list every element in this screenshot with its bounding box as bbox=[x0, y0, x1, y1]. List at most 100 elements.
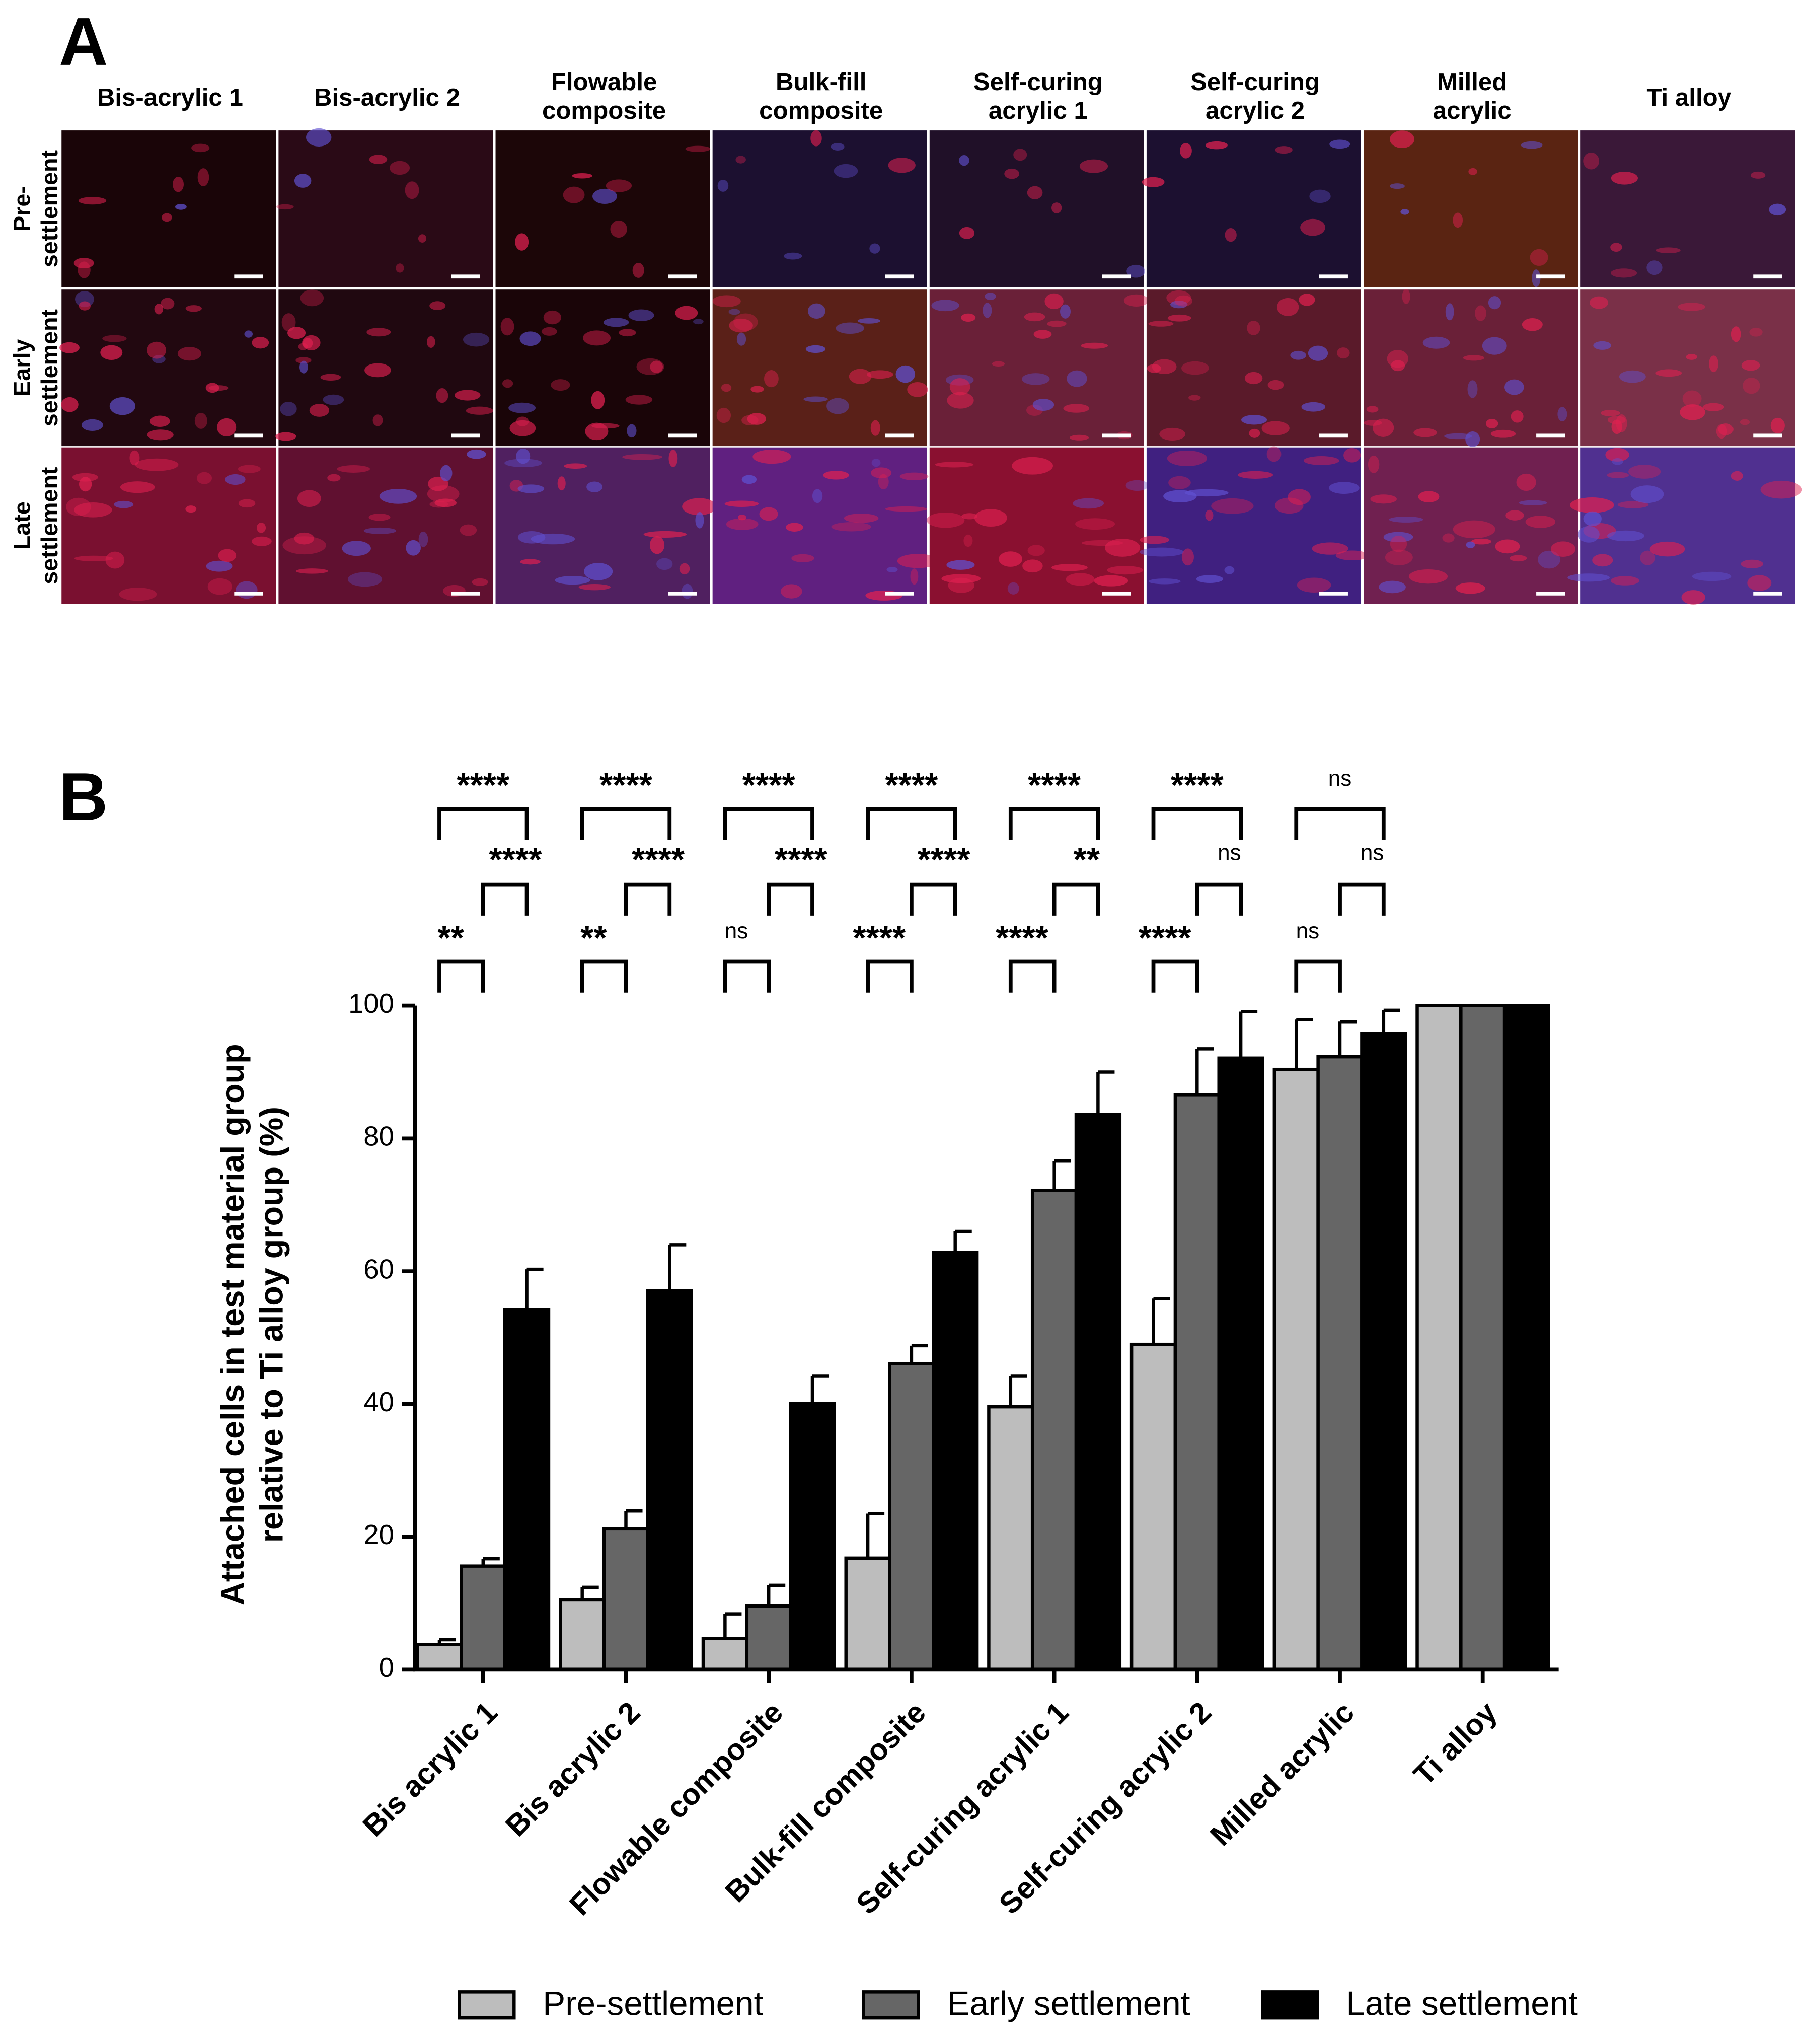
cell bbox=[1617, 501, 1649, 508]
cell bbox=[177, 347, 201, 361]
cell bbox=[1238, 471, 1273, 479]
cell bbox=[741, 475, 757, 484]
cell bbox=[812, 489, 823, 503]
significance-bracket bbox=[1294, 807, 1386, 840]
cell bbox=[79, 477, 92, 492]
cell bbox=[1249, 428, 1260, 438]
cell bbox=[238, 499, 256, 508]
cell bbox=[1505, 510, 1524, 521]
cell bbox=[1299, 294, 1315, 306]
cell bbox=[1032, 399, 1054, 411]
column-header: Bis-acrylic 2 bbox=[314, 84, 460, 111]
cell bbox=[752, 450, 791, 464]
cell bbox=[309, 404, 330, 417]
cell bbox=[154, 304, 164, 315]
row-label: Early bbox=[9, 339, 35, 397]
cell bbox=[1276, 298, 1299, 316]
cell bbox=[434, 498, 457, 507]
cell bbox=[472, 578, 488, 586]
cell bbox=[643, 531, 687, 538]
cell bbox=[218, 549, 237, 562]
cell bbox=[1308, 345, 1328, 361]
cell bbox=[1366, 406, 1379, 413]
micrograph bbox=[712, 130, 927, 287]
cell bbox=[342, 541, 371, 556]
column-header: acrylic 1 bbox=[989, 97, 1088, 124]
significance-bracket bbox=[624, 882, 672, 916]
significance-label: **** bbox=[599, 767, 653, 805]
cell bbox=[1769, 203, 1786, 216]
cell bbox=[1567, 573, 1610, 582]
cell bbox=[206, 560, 233, 572]
cell bbox=[149, 415, 170, 427]
cell bbox=[1578, 526, 1600, 543]
cell bbox=[460, 524, 477, 536]
cell bbox=[299, 360, 308, 374]
cell bbox=[764, 370, 779, 388]
cell bbox=[885, 506, 928, 512]
cell bbox=[429, 500, 448, 508]
cell bbox=[563, 186, 585, 203]
cell bbox=[205, 383, 219, 393]
significance-label: **** bbox=[996, 919, 1049, 957]
significance-bracket bbox=[580, 807, 672, 840]
cell bbox=[1445, 303, 1454, 321]
cell bbox=[1274, 497, 1304, 514]
cell bbox=[783, 252, 802, 260]
cell bbox=[173, 177, 184, 192]
bar bbox=[1316, 1055, 1364, 1671]
bar bbox=[844, 1556, 891, 1671]
cell bbox=[1583, 511, 1602, 527]
error-bar bbox=[1382, 1008, 1400, 1034]
cell bbox=[1140, 547, 1184, 557]
cell bbox=[810, 130, 822, 147]
cell bbox=[363, 527, 397, 534]
bar bbox=[987, 1405, 1034, 1671]
micrograph bbox=[61, 130, 276, 287]
micrograph bbox=[61, 447, 276, 604]
significance-label: **** bbox=[885, 767, 938, 805]
cell bbox=[1557, 407, 1567, 422]
cell bbox=[786, 523, 803, 532]
cell bbox=[1073, 498, 1104, 509]
cell bbox=[869, 243, 880, 254]
cell bbox=[1181, 548, 1194, 566]
row-label: Late bbox=[9, 501, 35, 550]
cell bbox=[791, 554, 814, 562]
column-header: composite bbox=[542, 97, 666, 124]
bar bbox=[460, 1564, 507, 1671]
cell bbox=[1188, 395, 1201, 401]
cell bbox=[1521, 141, 1543, 149]
bar bbox=[1129, 1342, 1177, 1671]
bar bbox=[932, 1251, 979, 1671]
cell bbox=[1104, 538, 1141, 557]
cell bbox=[1611, 576, 1639, 586]
column-header: Ti alloy bbox=[1646, 84, 1731, 111]
cell bbox=[836, 322, 864, 334]
cell bbox=[162, 213, 172, 222]
cell bbox=[1301, 402, 1326, 412]
cell bbox=[379, 488, 417, 504]
bar bbox=[1173, 1093, 1221, 1671]
cell bbox=[197, 168, 209, 187]
column-header: acrylic 2 bbox=[1206, 97, 1305, 124]
cell bbox=[1012, 457, 1053, 475]
significance-bracket bbox=[866, 959, 914, 993]
cell bbox=[1022, 373, 1050, 385]
cell bbox=[1402, 289, 1410, 304]
cell bbox=[467, 449, 486, 459]
cell bbox=[747, 413, 766, 425]
cell bbox=[857, 318, 880, 324]
bar bbox=[559, 1598, 606, 1671]
cell bbox=[78, 261, 91, 278]
cell bbox=[147, 429, 174, 441]
error-bar bbox=[1096, 1070, 1115, 1115]
cell bbox=[61, 397, 79, 412]
panel-label: A bbox=[59, 4, 108, 80]
cell bbox=[364, 363, 391, 378]
cell bbox=[1167, 314, 1191, 322]
cell bbox=[256, 523, 266, 533]
cell bbox=[1167, 450, 1208, 466]
cell bbox=[463, 332, 490, 347]
cell bbox=[1266, 446, 1282, 462]
